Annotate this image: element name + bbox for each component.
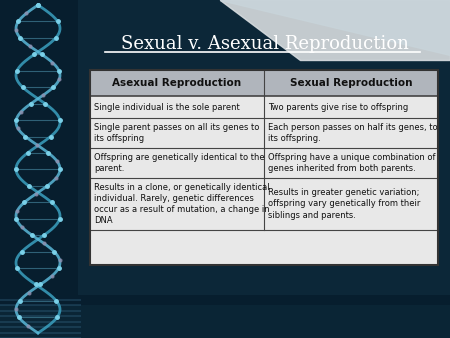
Bar	[90, 70, 438, 96]
Bar	[0, 0, 78, 338]
Text: Results in a clone, or genetically identical
individual. Rarely, genetic differe: Results in a clone, or genetically ident…	[94, 183, 270, 225]
Bar	[90, 70, 438, 265]
Bar	[90, 70, 438, 265]
Text: Offspring are genetically identical to the
parent.: Offspring are genetically identical to t…	[94, 153, 265, 173]
Text: Each person passes on half its genes, to
its offspring.: Each person passes on half its genes, to…	[268, 123, 437, 143]
Text: Offspring have a unique combination of
genes inherited from both parents.: Offspring have a unique combination of g…	[268, 153, 436, 173]
Text: Sexual Reproduction: Sexual Reproduction	[290, 78, 412, 88]
Text: Single parent passes on all its genes to
its offspring: Single parent passes on all its genes to…	[94, 123, 259, 143]
Bar	[0, 295, 450, 338]
Text: Sexual v. Asexual Reproduction: Sexual v. Asexual Reproduction	[121, 35, 409, 53]
Text: Two parents give rise to offspring: Two parents give rise to offspring	[268, 102, 408, 112]
Text: Asexual Reproduction: Asexual Reproduction	[112, 78, 242, 88]
Polygon shape	[220, 0, 450, 55]
Bar	[0, 305, 450, 338]
Text: Results in greater genetic variation;
offspring vary genetically from their
sibl: Results in greater genetic variation; of…	[268, 188, 420, 220]
Text: Single individual is the sole parent: Single individual is the sole parent	[94, 102, 240, 112]
